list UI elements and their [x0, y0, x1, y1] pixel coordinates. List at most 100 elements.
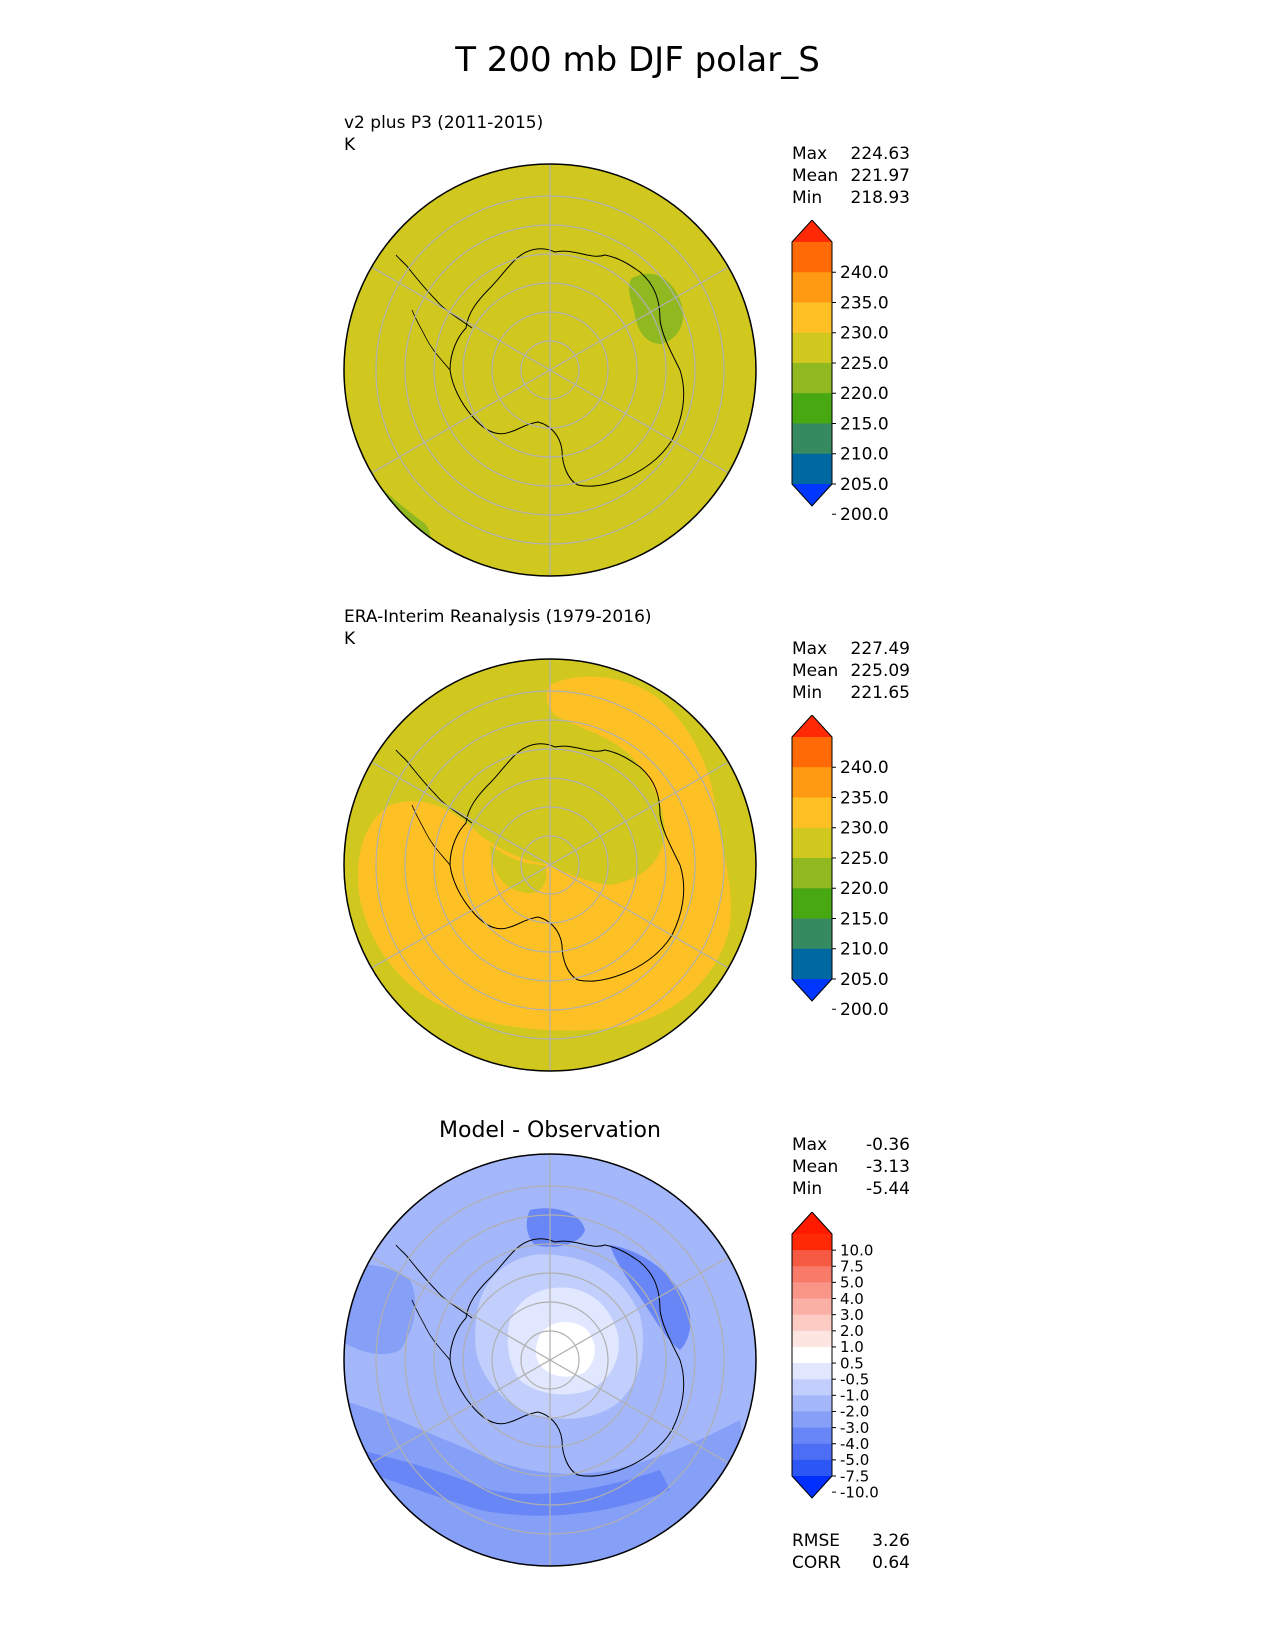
cbar3-tick-label: -5.0: [840, 1451, 869, 1469]
panel3-coastline: [395, 1238, 685, 1477]
panel3-stat-mean-value: -3.13: [866, 1157, 910, 1177]
panel2-colorbar: 240.0 235.0 230.0 225.0 220.0 215.0 210.0 205.0…: [791, 715, 889, 1015]
cbar1-segment: [792, 423, 832, 455]
panel1-stat-mean-value: 221.97: [850, 166, 910, 186]
panel3-field-west-cell: [344, 1264, 416, 1355]
cbar2-segment: [792, 948, 832, 980]
panel3-graticule: [371, 1154, 729, 1566]
panel1-map: [343, 163, 757, 577]
cbar2-tick-label: 235.0: [840, 788, 889, 808]
panel1-stat-min-label: Min: [792, 188, 823, 208]
cbar3-tick-label: -10.0: [840, 1483, 879, 1501]
cbar2-segment: [792, 888, 832, 919]
cbar2-tick-label: 200.0: [840, 1000, 889, 1015]
panel3-colorbar: 10.07.55.04.03.02.01.00.5-0.5-1.0-2.0-3.…: [791, 1212, 879, 1501]
panel3-metric-rmse-value: 3.26: [872, 1531, 910, 1551]
cbar3-tick-label: 3.0: [840, 1306, 864, 1324]
cbar1-segment: [792, 302, 832, 334]
cbar3-tick-label: -3.0: [840, 1419, 869, 1437]
panel1-colorbar: 240.0 235.0 230.0 225.0 220.0 215.0 210.0 205.0…: [791, 220, 889, 520]
cbar2-under-arrow: [792, 979, 832, 1001]
panel1-stat-max-label: Max: [792, 144, 828, 164]
panel1-stats: Max 224.63 Mean 221.97 Min 218.93: [792, 143, 922, 209]
panel3-stat-min-label: Min: [792, 1179, 823, 1199]
panel1-graticule: [371, 164, 729, 576]
cbar1-segment: [792, 363, 832, 394]
panel2-stat-min-label: Min: [792, 683, 823, 703]
cbar3-segment: [792, 1379, 832, 1396]
cbar3-segment: [792, 1250, 832, 1267]
cbar1-over-arrow: [792, 220, 832, 242]
panel1-coastline: [395, 248, 685, 487]
cbar2-tick-label: 225.0: [840, 849, 889, 869]
cbar2-over-arrow: [792, 715, 832, 737]
panel3-stat-max-value: -0.36: [866, 1135, 910, 1155]
cbar1-tick-label: 210.0: [840, 445, 889, 465]
cbar2-tick-label: 205.0: [840, 970, 889, 990]
panel3-stat-min-value: -5.44: [866, 1179, 910, 1199]
cbar3-tick-label: 4.0: [840, 1290, 864, 1308]
panel2-coastline: [395, 743, 685, 982]
panel2-stat-min-value: 221.65: [850, 683, 910, 703]
panel3-stat-mean-label: Mean: [792, 1157, 839, 1177]
panel3-field-deep-band: [360, 1450, 670, 1516]
panel2-map-boundary: [343, 658, 757, 1072]
panel3-field-north-cell: [526, 1208, 585, 1247]
panel2-map: [343, 658, 757, 1072]
cbar3-tick-label: -1.0: [840, 1387, 869, 1405]
cbar2-segment: [792, 827, 832, 859]
cbar1-segment: [792, 272, 832, 303]
cbar1-tick-label: 200.0: [840, 505, 889, 520]
panel2-units: K: [344, 629, 356, 649]
cbar2-tick-label: 210.0: [840, 940, 889, 960]
panel2-stat-mean-label: Mean: [792, 661, 839, 681]
cbar2-segment: [792, 767, 832, 798]
panel1-stat-min-value: 218.93: [850, 188, 910, 208]
cbar3-tick-label: 0.5: [840, 1354, 864, 1372]
panel3-metric-corr-value: 0.64: [872, 1553, 910, 1573]
cbar1-tick-label: 225.0: [840, 354, 889, 374]
panel2-stat-max-value: 227.49: [850, 639, 910, 659]
panel1-stat-max-value: 224.63: [850, 144, 910, 164]
panel1-stat-mean-label: Mean: [792, 166, 839, 186]
panel1-label: v2 plus P3 (2011-2015) K: [344, 112, 543, 156]
cbar3-segment: [792, 1395, 832, 1412]
cbar3-tick-label: 7.5: [840, 1258, 864, 1276]
panel2-field-warm-ring: [357, 676, 732, 1031]
cbar2-tick-label: 230.0: [840, 819, 889, 839]
cbar1-tick-label: 205.0: [840, 475, 889, 495]
cbar2-segment: [792, 918, 832, 950]
panel1-title: v2 plus P3 (2011-2015): [344, 113, 544, 133]
cbar3-segment: [792, 1266, 832, 1283]
cbar3-segment: [792, 1330, 832, 1348]
cbar3-tick-label: -0.5: [840, 1370, 869, 1388]
cbar1-tick-label: 215.0: [840, 414, 889, 434]
panel2-title: ERA-Interim Reanalysis (1979-2016): [344, 607, 652, 627]
cbar3-tick-label: 2.0: [840, 1322, 864, 1340]
cbar3-segment: [792, 1427, 832, 1445]
cbar3-segment: [792, 1282, 832, 1300]
cbar1-segment: [792, 453, 832, 485]
panel2-stats: Max 227.49 Mean 225.09 Min 221.65: [792, 638, 922, 704]
cbar3-tick-label: 1.0: [840, 1338, 864, 1356]
cbar1-tick-label: 230.0: [840, 324, 889, 344]
cbar3-segment: [792, 1459, 832, 1477]
panel1-units: K: [344, 135, 356, 155]
panel3-map-boundary: [343, 1153, 757, 1567]
cbar2-tick-label: 215.0: [840, 909, 889, 929]
panel2-stat-mean-value: 225.09: [850, 661, 910, 681]
panel3-stats: Max -0.36 Mean -3.13 Min -5.44: [792, 1134, 922, 1200]
panel3-metric-corr-label: CORR: [792, 1553, 841, 1573]
cbar3-segment: [792, 1411, 832, 1429]
cbar3-segment: [792, 1234, 832, 1251]
cbar2-tick-label: 220.0: [840, 879, 889, 899]
panel2-stat-max-label: Max: [792, 639, 828, 659]
cbar3-tick-label: -4.0: [840, 1435, 869, 1453]
figure-title: T 200 mb DJF polar_S: [455, 40, 820, 80]
cbar2-tick-label: 240.0: [840, 758, 889, 778]
cbar1-tick-label: 240.0: [840, 263, 889, 283]
cbar3-segment: [792, 1363, 832, 1380]
cbar3-tick-label: -2.0: [840, 1403, 869, 1421]
cbar3-segment: [792, 1298, 832, 1316]
cbar2-segment: [792, 858, 832, 889]
